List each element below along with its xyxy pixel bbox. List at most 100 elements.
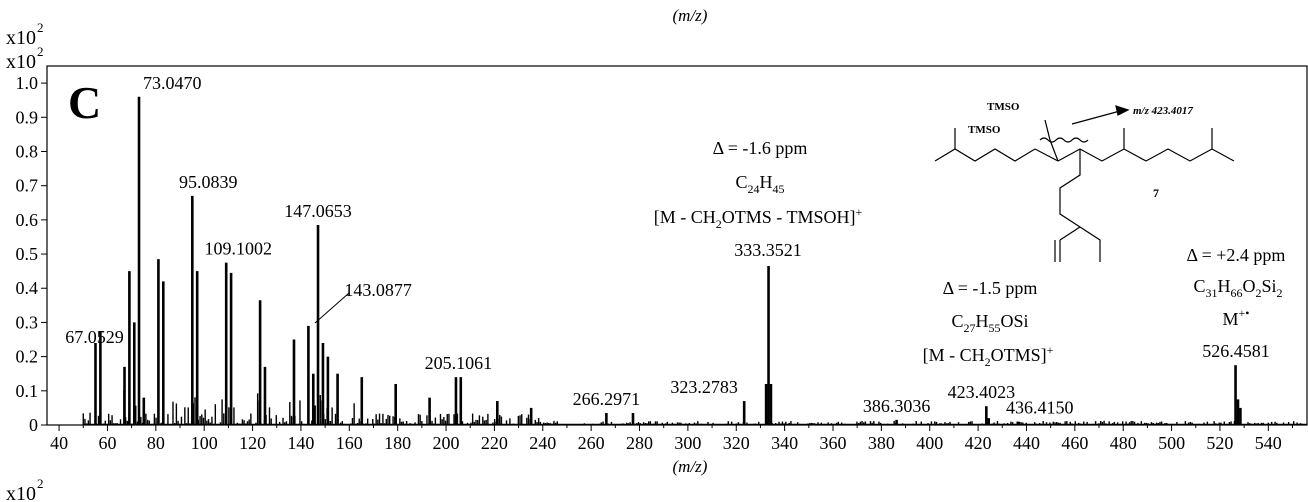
bottom-multiplier-exp: 2 bbox=[37, 476, 44, 491]
formula-part: Si bbox=[1262, 276, 1277, 296]
y-multiplier-exp: 2 bbox=[37, 44, 44, 59]
peak-label: 386.3036 bbox=[863, 396, 931, 416]
peak-label-group: 73.0470 95.0839 147.0653 109.1002 143.0877 67… bbox=[65, 73, 1073, 418]
y-tick-label: 1.0 bbox=[16, 73, 39, 93]
y-tick-label: 0.8 bbox=[16, 141, 39, 161]
x-tick-label: 160 bbox=[336, 433, 363, 453]
ion-423: [M - CH2OTMS]+ bbox=[923, 343, 1054, 369]
y-tick-label: 0.2 bbox=[16, 347, 39, 367]
x-tick-label: 460 bbox=[1061, 433, 1088, 453]
top-multiplier-exp: 2 bbox=[37, 20, 44, 35]
x-tick-label: 140 bbox=[287, 433, 314, 453]
bottom-multiplier-base: x10 bbox=[6, 483, 36, 502]
x-axis-ticks: 40 60 80 100 120 140 160 180 200 220 240 260 280 300 3… bbox=[50, 425, 1293, 453]
formula-part: 27 bbox=[964, 321, 976, 335]
x-tick-label: 400 bbox=[916, 433, 943, 453]
peak-label: 423.4023 bbox=[948, 382, 1016, 402]
x-tick-label: 500 bbox=[1158, 433, 1185, 453]
x-tick-label: 100 bbox=[191, 433, 218, 453]
fragment-arrow-head bbox=[1115, 105, 1130, 116]
formula-part: 2 bbox=[1277, 286, 1283, 300]
leader-line-143 bbox=[314, 292, 350, 324]
y-tick-label: 0 bbox=[29, 415, 38, 435]
mass-333: 333.3521 bbox=[734, 240, 802, 260]
peak-label: 323.2783 bbox=[670, 377, 738, 397]
x-tick-label: 360 bbox=[819, 433, 846, 453]
x-tick-label: 80 bbox=[147, 433, 165, 453]
ion-526: M+• bbox=[1223, 306, 1250, 329]
x-axis-label: (m/z) bbox=[673, 457, 708, 476]
delta-526: Δ = +2.4 ppm bbox=[1187, 245, 1286, 265]
formula-423: C27H55OSi bbox=[951, 311, 1028, 335]
x-tick-label: 320 bbox=[723, 433, 750, 453]
x-tick-label: 120 bbox=[239, 433, 266, 453]
peak-label: 266.2971 bbox=[573, 389, 641, 409]
x-tick-label: 180 bbox=[384, 433, 411, 453]
y-tick-label: 0.5 bbox=[16, 244, 39, 264]
panel-label: C bbox=[68, 77, 101, 128]
x-tick-label: 280 bbox=[626, 433, 653, 453]
top-multiplier-base: x10 bbox=[6, 27, 36, 49]
x-tick-label: 300 bbox=[674, 433, 701, 453]
x-tick-label: 200 bbox=[433, 433, 460, 453]
compound-number: 7 bbox=[1153, 186, 1159, 200]
lower-alkyl-chain bbox=[1059, 149, 1101, 262]
peak-label: 436.4150 bbox=[1006, 398, 1074, 418]
formula-part: C bbox=[1193, 276, 1205, 296]
x-tick-label: 260 bbox=[578, 433, 605, 453]
peak-label: 73.0470 bbox=[143, 73, 202, 93]
x-tick-label: 480 bbox=[1110, 433, 1137, 453]
formula-part: O bbox=[1243, 276, 1256, 296]
x-tick-label: 60 bbox=[98, 433, 116, 453]
delta-423: Δ = -1.5 ppm bbox=[943, 278, 1038, 298]
y-tick-label: 0.4 bbox=[16, 278, 39, 298]
formula-part: H bbox=[976, 311, 989, 331]
x-tick-label: 340 bbox=[771, 433, 798, 453]
formula-part: 45 bbox=[773, 182, 785, 196]
peak-label: 205.1061 bbox=[425, 353, 493, 373]
formula-part: 55 bbox=[989, 321, 1001, 335]
top-xlabel: (m/z) bbox=[673, 6, 708, 25]
peak-label: 67.0529 bbox=[65, 327, 124, 347]
x-tick-label: 420 bbox=[965, 433, 992, 453]
peak-label: 147.0653 bbox=[284, 201, 352, 221]
x-tick-label: 520 bbox=[1206, 433, 1233, 453]
vinyl-bond bbox=[1059, 226, 1081, 241]
tmso-label-2: TMSO bbox=[968, 124, 1001, 136]
y-axis-ticks: 0 0.1 0.2 0.3 0.4 0.5 0.6 0.7 0.8 0.9 1.0 bbox=[16, 73, 47, 435]
x-tick-label: 380 bbox=[868, 433, 895, 453]
tmso-label-1: TMSO bbox=[987, 101, 1020, 113]
fragment-arrow-shaft bbox=[1071, 110, 1121, 125]
y-tick-label: 0.9 bbox=[16, 107, 39, 127]
ion-333: [M - CH2OTMS - TMSOH]+ bbox=[654, 205, 863, 231]
formula-part: 2 bbox=[1256, 286, 1262, 300]
y-tick-label: 0.7 bbox=[16, 176, 39, 196]
peak-label: 95.0839 bbox=[179, 172, 238, 192]
y-tick-label: 0.1 bbox=[16, 381, 39, 401]
right-alkyl-chain bbox=[1057, 148, 1235, 162]
formula-part: 31 bbox=[1206, 286, 1218, 300]
formula-526: C31H66O2Si2 bbox=[1193, 276, 1282, 300]
formula-part: 24 bbox=[748, 182, 760, 196]
x-tick-label: 220 bbox=[481, 433, 508, 453]
formula-part: H bbox=[1218, 276, 1231, 296]
fragment-mz-label: m/z 423.4017 bbox=[1133, 105, 1193, 117]
y-tick-label: 0.3 bbox=[16, 312, 39, 332]
peak-series bbox=[94, 96, 1242, 425]
chemical-structure bbox=[934, 105, 1235, 262]
x-tick-label: 40 bbox=[50, 433, 68, 453]
formula-333: C24H45 bbox=[735, 172, 784, 196]
delta-333: Δ = -1.6 ppm bbox=[713, 138, 808, 158]
peak-label: 109.1002 bbox=[204, 239, 272, 259]
bond-to-tmso-lower bbox=[1049, 139, 1059, 162]
x-tick-label: 240 bbox=[529, 433, 556, 453]
formula-part: H bbox=[760, 172, 773, 192]
formula-part: C bbox=[951, 311, 963, 331]
cleavage-wavy-line bbox=[1039, 137, 1089, 143]
x-tick-label: 440 bbox=[1013, 433, 1040, 453]
formula-part: 66 bbox=[1231, 286, 1243, 300]
peak-label: 143.0877 bbox=[344, 280, 412, 300]
left-alkyl-chain bbox=[934, 148, 1059, 162]
y-multiplier-base: x10 bbox=[6, 51, 36, 73]
